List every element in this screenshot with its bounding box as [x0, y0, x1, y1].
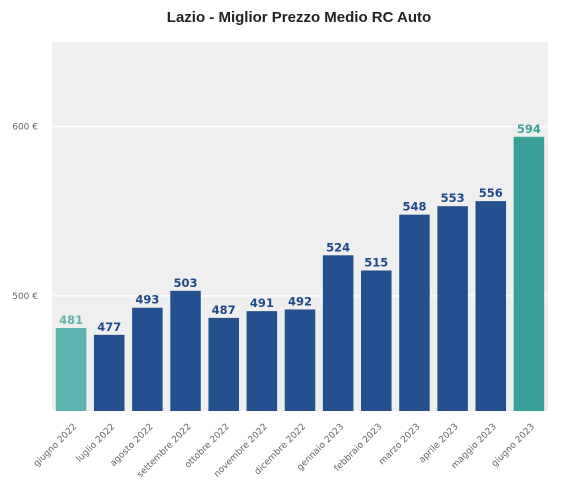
bar	[437, 206, 468, 411]
bars	[55, 136, 545, 411]
bar	[322, 255, 354, 411]
data-label: 524	[326, 240, 350, 254]
data-label: 491	[250, 296, 274, 310]
y-tick-label: 500 €	[12, 292, 38, 302]
bar	[55, 328, 87, 411]
data-label: 594	[517, 122, 541, 136]
data-label: 487	[212, 303, 236, 317]
data-label: 477	[97, 320, 121, 334]
data-label: 553	[441, 191, 465, 205]
value-labels: 481 477 493 503 487 491 492 524 515 548 553 556 594	[59, 122, 541, 334]
bar	[246, 311, 278, 411]
bar	[208, 317, 239, 411]
data-label: 548	[402, 200, 426, 214]
bar	[284, 309, 316, 411]
data-label: 492	[288, 294, 312, 308]
y-tick-label: 600 €	[12, 123, 38, 133]
data-label: 493	[135, 293, 159, 307]
data-label: 481	[59, 313, 83, 327]
chart-title: Lazio - Miglior Prezzo Medio RC Auto	[167, 9, 431, 26]
y-axis-ticks: 500 € 600 €	[12, 123, 38, 302]
data-label: 556	[479, 186, 503, 200]
bar	[132, 307, 163, 411]
bar	[475, 201, 507, 411]
bar	[513, 136, 545, 411]
bar	[399, 214, 430, 411]
bar	[361, 270, 392, 411]
data-label: 503	[174, 276, 198, 290]
bar	[170, 290, 201, 411]
data-label: 515	[364, 256, 388, 270]
x-tick-label: giugno 2022	[32, 422, 79, 469]
bar	[93, 334, 125, 411]
